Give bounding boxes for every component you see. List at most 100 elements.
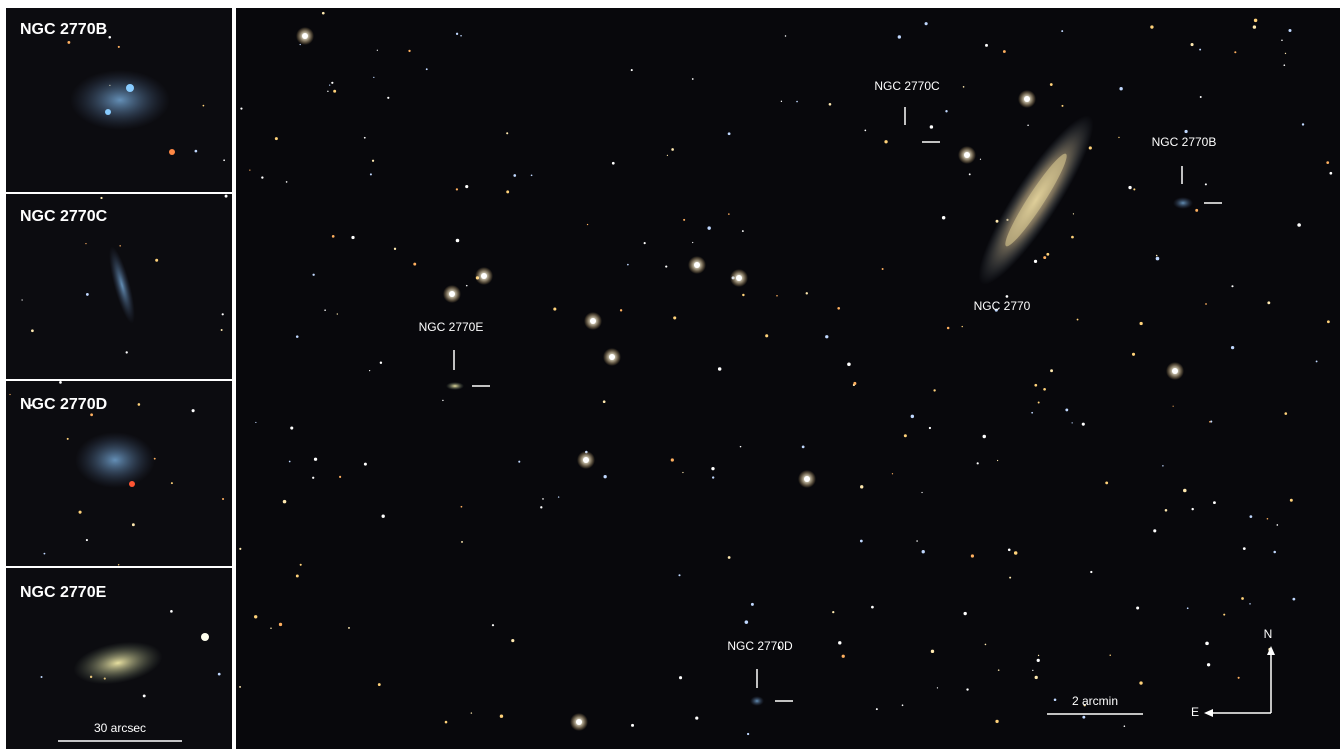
- star: [1046, 253, 1049, 256]
- star: [785, 35, 786, 36]
- star: [408, 50, 410, 52]
- star: [1027, 125, 1029, 127]
- star: [85, 243, 86, 244]
- star: [1173, 406, 1174, 407]
- bright-star: [609, 354, 615, 360]
- star: [59, 381, 62, 384]
- star: [1207, 663, 1210, 666]
- star: [711, 467, 714, 470]
- star: [1034, 384, 1037, 387]
- star: [1090, 571, 1092, 573]
- star: [461, 541, 463, 543]
- star: [673, 316, 676, 319]
- star: [682, 472, 683, 473]
- star: [847, 363, 851, 367]
- star: [329, 84, 330, 85]
- star: [1213, 501, 1216, 504]
- star: [270, 627, 271, 628]
- knot: [105, 109, 111, 115]
- star: [1054, 698, 1057, 701]
- star: [1283, 64, 1285, 66]
- star: [387, 97, 389, 99]
- star: [683, 219, 685, 221]
- star: [1150, 25, 1153, 28]
- star: [86, 293, 89, 296]
- object-label: NGC 2770: [974, 299, 1031, 313]
- star: [240, 108, 242, 110]
- star: [1273, 551, 1276, 554]
- object-label: NGC 2770D: [727, 639, 793, 653]
- star: [1254, 19, 1257, 22]
- star: [378, 683, 381, 686]
- star: [129, 481, 135, 487]
- star: [963, 86, 965, 88]
- star: [971, 554, 974, 557]
- star: [1014, 551, 1017, 554]
- star: [1071, 236, 1074, 239]
- star: [373, 77, 374, 78]
- star: [997, 460, 998, 461]
- star: [1205, 303, 1207, 305]
- star: [1034, 260, 1037, 263]
- image: NGC 2770B NGC 2770C NGC 2770D NGC 2770E …: [0, 0, 1340, 749]
- star: [1284, 412, 1287, 415]
- star: [21, 299, 22, 300]
- star: [461, 506, 463, 508]
- star: [275, 137, 278, 140]
- star: [1184, 130, 1187, 133]
- star: [333, 90, 336, 93]
- star: [394, 248, 396, 250]
- star: [902, 704, 904, 706]
- star: [829, 103, 832, 106]
- star: [290, 427, 293, 430]
- star: [678, 574, 680, 576]
- galaxy-b: [70, 70, 170, 130]
- star: [155, 259, 158, 262]
- star: [553, 308, 556, 311]
- star: [118, 46, 120, 48]
- star: [466, 285, 468, 287]
- star: [921, 492, 922, 493]
- star: [1249, 603, 1250, 604]
- star: [1267, 301, 1270, 304]
- star: [351, 236, 354, 239]
- star: [985, 44, 988, 47]
- star: [1038, 401, 1040, 403]
- star: [796, 101, 798, 103]
- star: [963, 612, 966, 615]
- object-label: NGC 2770C: [874, 79, 940, 93]
- star: [296, 575, 299, 578]
- star: [969, 173, 971, 175]
- bright-star: [694, 262, 700, 268]
- star: [679, 676, 682, 679]
- compass-n: N: [1264, 627, 1273, 641]
- star: [898, 35, 901, 38]
- star: [221, 329, 223, 331]
- star: [119, 245, 120, 246]
- star: [518, 461, 520, 463]
- star: [348, 627, 350, 629]
- star: [707, 226, 710, 229]
- star: [500, 715, 503, 718]
- star: [540, 506, 542, 508]
- star: [747, 733, 749, 735]
- star: [225, 195, 228, 198]
- star: [838, 641, 841, 644]
- star: [644, 242, 646, 244]
- star: [712, 476, 714, 478]
- star: [126, 351, 128, 353]
- star: [892, 473, 893, 474]
- star: [728, 556, 731, 559]
- bright-star: [481, 273, 487, 279]
- star: [832, 611, 834, 613]
- star: [300, 564, 302, 566]
- star: [369, 370, 370, 371]
- scale-label: 2 arcmin: [1072, 694, 1118, 708]
- star: [931, 650, 934, 653]
- star: [776, 295, 778, 297]
- star: [627, 264, 629, 266]
- star: [977, 462, 979, 464]
- star: [983, 435, 986, 438]
- star: [531, 174, 533, 176]
- star: [1316, 360, 1318, 362]
